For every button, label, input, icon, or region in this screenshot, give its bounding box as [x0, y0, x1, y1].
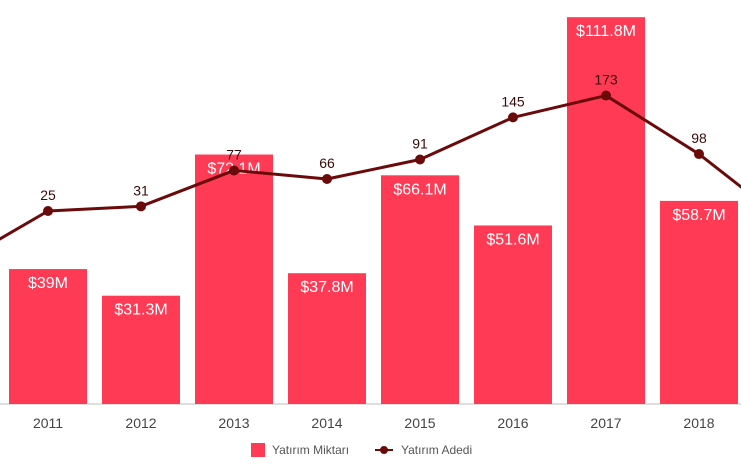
x-tick-label-2013: 2013 — [218, 415, 249, 431]
bar-value-label-2015: $66.1M — [393, 181, 446, 198]
legend: Yatırım Miktarı Yatırım Adedi — [251, 443, 472, 457]
count-value-label-2012: 31 — [133, 182, 149, 198]
legend-swatch-marker — [380, 446, 388, 454]
bar-value-label-2018: $58.7M — [672, 207, 725, 224]
bar-2016 — [474, 225, 552, 404]
line-series: 25 31 77 66 91 145 173 98 — [0, 72, 741, 241]
count-point-2014 — [322, 174, 332, 185]
bar-value-label-2016: $51.6M — [486, 231, 539, 248]
bar-value-label-2011: $39M — [28, 275, 68, 292]
count-value-label-2013: 77 — [226, 146, 242, 162]
count-point-2015 — [415, 154, 425, 165]
count-value-label-2015: 91 — [412, 136, 428, 152]
count-point-2018 — [694, 149, 704, 160]
bar-2014 — [288, 273, 366, 404]
bar-value-label-2012: $31.3M — [114, 302, 167, 319]
x-tick-label-2014: 2014 — [311, 415, 342, 431]
legend-label-line: Yatırım Adedi — [401, 443, 472, 457]
bar-2018 — [660, 200, 738, 404]
x-axis-ticks: 2011 2012 2013 2014 2015 2016 2017 2018 — [33, 415, 715, 431]
bar-value-label-2014: $37.8M — [300, 279, 353, 296]
count-point-2017 — [601, 90, 611, 101]
bar-2011 — [9, 269, 87, 404]
legend-label-bars: Yatırım Miktarı — [272, 443, 349, 457]
x-tick-label-2017: 2017 — [590, 415, 621, 431]
x-tick-label-2018: 2018 — [683, 415, 714, 431]
bar-2017 — [567, 17, 645, 405]
count-point-2011 — [43, 206, 53, 216]
count-point-2012 — [136, 201, 146, 212]
count-value-label-2011: 25 — [40, 187, 56, 203]
count-value-label-2018: 98 — [691, 130, 707, 146]
x-tick-label-2012: 2012 — [125, 415, 156, 431]
bar-value-label-2017: $111.8M — [576, 23, 636, 40]
count-value-label-2017: 173 — [594, 72, 618, 88]
x-tick-label-2011: 2011 — [33, 415, 63, 431]
bar-series: $39M$31.3M$72.1M$37.8M$66.1M$51.6M$111.8… — [9, 17, 738, 405]
count-point-2013 — [229, 165, 239, 176]
legend-swatch-bars — [251, 443, 265, 457]
bar-2013 — [195, 154, 273, 404]
x-tick-label-2016: 2016 — [497, 415, 528, 431]
count-value-label-2016: 145 — [501, 93, 525, 109]
bar-2012 — [102, 295, 180, 404]
x-tick-label-2015: 2015 — [404, 415, 435, 431]
bar-2015 — [381, 175, 459, 404]
count-value-label-2014: 66 — [319, 155, 335, 171]
count-line — [0, 94, 741, 241]
count-point-2016 — [508, 112, 518, 123]
